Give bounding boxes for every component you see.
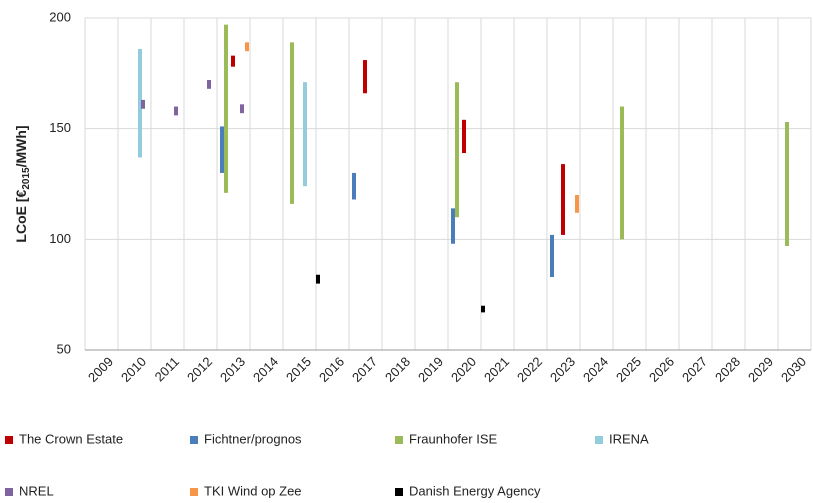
legend-label: IRENA: [609, 431, 649, 446]
range-bar: [303, 82, 307, 187]
range-bar: [451, 208, 455, 244]
range-bar: [224, 24, 228, 193]
range-bar: [240, 104, 244, 114]
legend-label: Danish Energy Agency: [409, 483, 541, 498]
legend-label: TKI Wind op Zee: [204, 483, 302, 498]
range-bar: [462, 119, 466, 154]
x-tick-label: 2015: [283, 354, 314, 385]
range-bar: [207, 79, 211, 89]
x-tick-label: 2024: [580, 354, 611, 385]
legend-swatch: [595, 436, 603, 444]
y-tick-label: 150: [49, 120, 71, 135]
range-bar: [141, 99, 145, 109]
range-bar: [785, 122, 789, 246]
y-tick-label: 100: [49, 231, 71, 246]
legend-swatch: [5, 436, 13, 444]
x-tick-label: 2029: [745, 354, 776, 385]
range-bar: [575, 195, 579, 213]
legend-swatch: [395, 488, 403, 496]
range-bar: [138, 48, 142, 158]
x-tick-label: 2009: [85, 354, 116, 385]
y-label-main: LCoE [€: [13, 189, 29, 242]
x-tick-label: 2011: [152, 354, 182, 384]
range-bar: [316, 274, 320, 284]
x-tick-label: 2025: [613, 354, 644, 385]
x-tick-label: 2030: [778, 354, 809, 385]
x-tick-label: 2016: [316, 354, 347, 385]
legend-label: NREL: [19, 483, 54, 498]
x-tick-label: 2020: [448, 354, 479, 385]
legend-label: The Crown Estate: [19, 431, 123, 446]
y-tick-label: 200: [49, 9, 71, 24]
x-tick-label: 2022: [514, 354, 545, 385]
legend-label: Fichtner/prognos: [204, 431, 302, 446]
x-tick-label: 2017: [349, 354, 380, 385]
x-tick-label: 2019: [415, 354, 446, 385]
y-axis-label: LCoE [€2015/MWh]: [13, 125, 32, 242]
x-tick-label: 2028: [712, 354, 743, 385]
range-bar: [481, 305, 485, 313]
range-bar: [561, 164, 565, 235]
legend-swatch: [190, 436, 198, 444]
range-bar: [363, 60, 367, 94]
range-bar: [220, 126, 224, 173]
range-bar: [550, 234, 554, 277]
range-bar: [352, 172, 356, 200]
x-tick-label: 2014: [250, 354, 281, 385]
x-tick-label: 2023: [547, 354, 578, 385]
x-tick-label: 2021: [481, 354, 512, 385]
x-tick-label: 2018: [382, 354, 413, 385]
y-label-unit: /MWh]: [13, 125, 29, 167]
range-bar: [455, 82, 459, 218]
x-tick-label: 2012: [184, 354, 215, 385]
legend-label: Fraunhofer ISE: [409, 431, 497, 446]
y-label-sub: 2015: [21, 167, 32, 190]
range-bar: [620, 106, 624, 240]
range-bar: [290, 42, 294, 204]
legend-swatch: [190, 488, 198, 496]
legend-swatch: [395, 436, 403, 444]
range-bar: [231, 55, 235, 67]
range-bar: [174, 106, 178, 116]
y-tick-label: 50: [57, 341, 71, 356]
legend-swatch: [5, 488, 13, 496]
x-tick-label: 2010: [118, 354, 149, 385]
x-tick-label: 2027: [679, 354, 710, 385]
range-bar: [245, 42, 249, 52]
x-tick-label: 2026: [646, 354, 677, 385]
x-tick-label: 2013: [217, 354, 248, 385]
